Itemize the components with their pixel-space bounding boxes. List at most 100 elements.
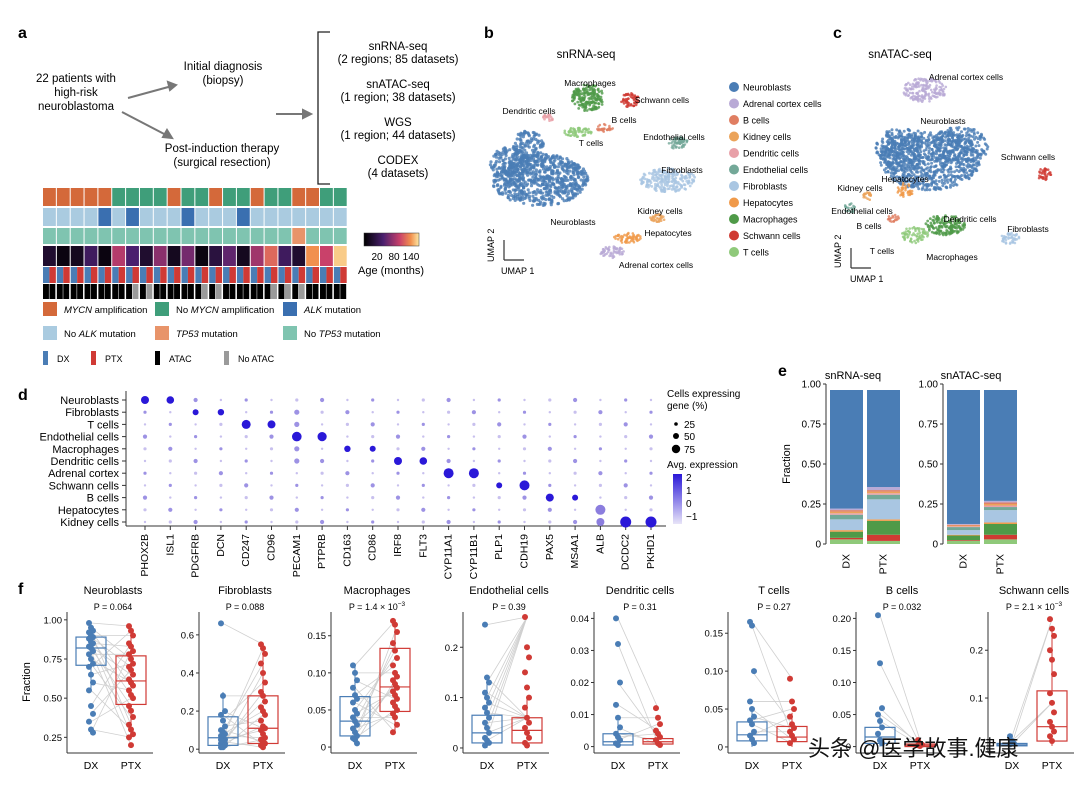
ptx-cell <box>63 267 70 283</box>
expr-legend-title: Avg. expression <box>667 460 738 471</box>
dot <box>193 397 198 403</box>
umap-point <box>667 166 670 170</box>
dot <box>446 519 451 525</box>
umap-label: Endothelial cells <box>831 206 892 216</box>
umap-point <box>667 142 671 145</box>
ptx-cell <box>104 267 112 283</box>
umap-point <box>917 153 921 157</box>
dotplot-row-label: Dendritic cells <box>51 456 120 468</box>
umap-point <box>662 186 666 190</box>
mycn-cell <box>181 188 195 206</box>
pair-line <box>486 616 528 708</box>
umap-point <box>930 183 933 187</box>
legend-label: No ALK mutation <box>64 329 136 340</box>
umap-point <box>976 140 980 144</box>
umap-point <box>625 99 628 103</box>
data-point <box>1047 690 1053 697</box>
atac-cell <box>98 284 105 299</box>
umap-point <box>547 193 551 197</box>
umap-point <box>509 162 513 166</box>
umap-point <box>574 87 578 91</box>
umap-point <box>938 85 941 89</box>
umap-point <box>541 167 546 171</box>
dotplot-row-label: Schwann cells <box>49 480 120 492</box>
umap-point <box>930 161 934 165</box>
umap-point <box>1009 236 1012 240</box>
data-point <box>617 679 623 686</box>
umap-label: B cells <box>611 115 636 125</box>
umap-point <box>614 234 618 238</box>
dot <box>143 520 147 524</box>
umap-point <box>597 95 601 98</box>
umap-point <box>957 126 961 129</box>
umap-point <box>911 91 914 95</box>
data-point <box>787 740 793 747</box>
data-point <box>88 671 94 678</box>
y-tick-label: 0.25 <box>802 500 822 511</box>
umap-point <box>944 135 948 139</box>
umap-point <box>965 175 969 179</box>
umap-point <box>958 132 962 136</box>
stacked-bar-segment <box>947 540 980 544</box>
umap-point <box>881 157 885 161</box>
dot <box>624 411 627 414</box>
gene-label: PTPRB <box>316 534 328 569</box>
umap-point <box>951 157 955 161</box>
data-point <box>615 741 621 748</box>
umap-point <box>654 186 658 190</box>
umap-point <box>941 90 945 93</box>
umap-label: Fibroblasts <box>1007 224 1049 234</box>
dot <box>599 398 602 402</box>
umap-point <box>919 178 923 182</box>
dot <box>194 423 197 426</box>
dot <box>219 398 223 402</box>
dot <box>498 447 501 450</box>
umap-point <box>946 178 949 182</box>
umap-point <box>494 152 498 156</box>
umap-point <box>958 155 962 159</box>
umap-point <box>653 168 656 172</box>
umap-point <box>929 165 933 169</box>
umap-point <box>670 188 674 191</box>
umap-point <box>542 196 546 200</box>
data-point <box>751 740 757 747</box>
pair-line <box>354 665 396 696</box>
umap-point <box>657 169 661 173</box>
data-point <box>787 675 793 682</box>
y-tick-label: 1.00 <box>44 615 63 626</box>
tp53-cell <box>209 228 223 244</box>
dot <box>244 496 248 500</box>
umap-point <box>931 94 935 97</box>
dot <box>421 483 425 487</box>
umap-point <box>617 249 620 252</box>
umap-point <box>671 170 675 174</box>
legend-label: No MYCN amplification <box>176 305 274 316</box>
umap-point <box>942 150 945 154</box>
dot <box>244 483 249 488</box>
umap-point <box>893 144 897 147</box>
dot <box>497 398 501 402</box>
data-point <box>352 669 358 676</box>
y-tick-label: 0.20 <box>833 614 852 625</box>
umap-point <box>534 146 538 150</box>
data-point <box>258 660 264 667</box>
dot <box>294 458 300 464</box>
umap-point <box>901 161 905 165</box>
dot <box>169 411 172 414</box>
legend-swatch <box>729 82 739 92</box>
umap-point <box>544 153 548 157</box>
dot <box>143 423 147 426</box>
umap-point <box>909 158 913 162</box>
umap-point <box>909 180 913 184</box>
umap-point <box>571 181 575 186</box>
atac-cell <box>333 284 340 299</box>
umap-point <box>894 215 898 219</box>
age-colorbar: 20 80 140 Age (months) <box>358 232 424 277</box>
data-point <box>262 698 268 705</box>
data-point <box>86 663 92 670</box>
stacked-bar-segment <box>867 499 900 520</box>
data-point <box>522 614 528 621</box>
umap-point <box>613 246 617 249</box>
data-point <box>526 719 532 726</box>
umap-point <box>657 213 661 216</box>
